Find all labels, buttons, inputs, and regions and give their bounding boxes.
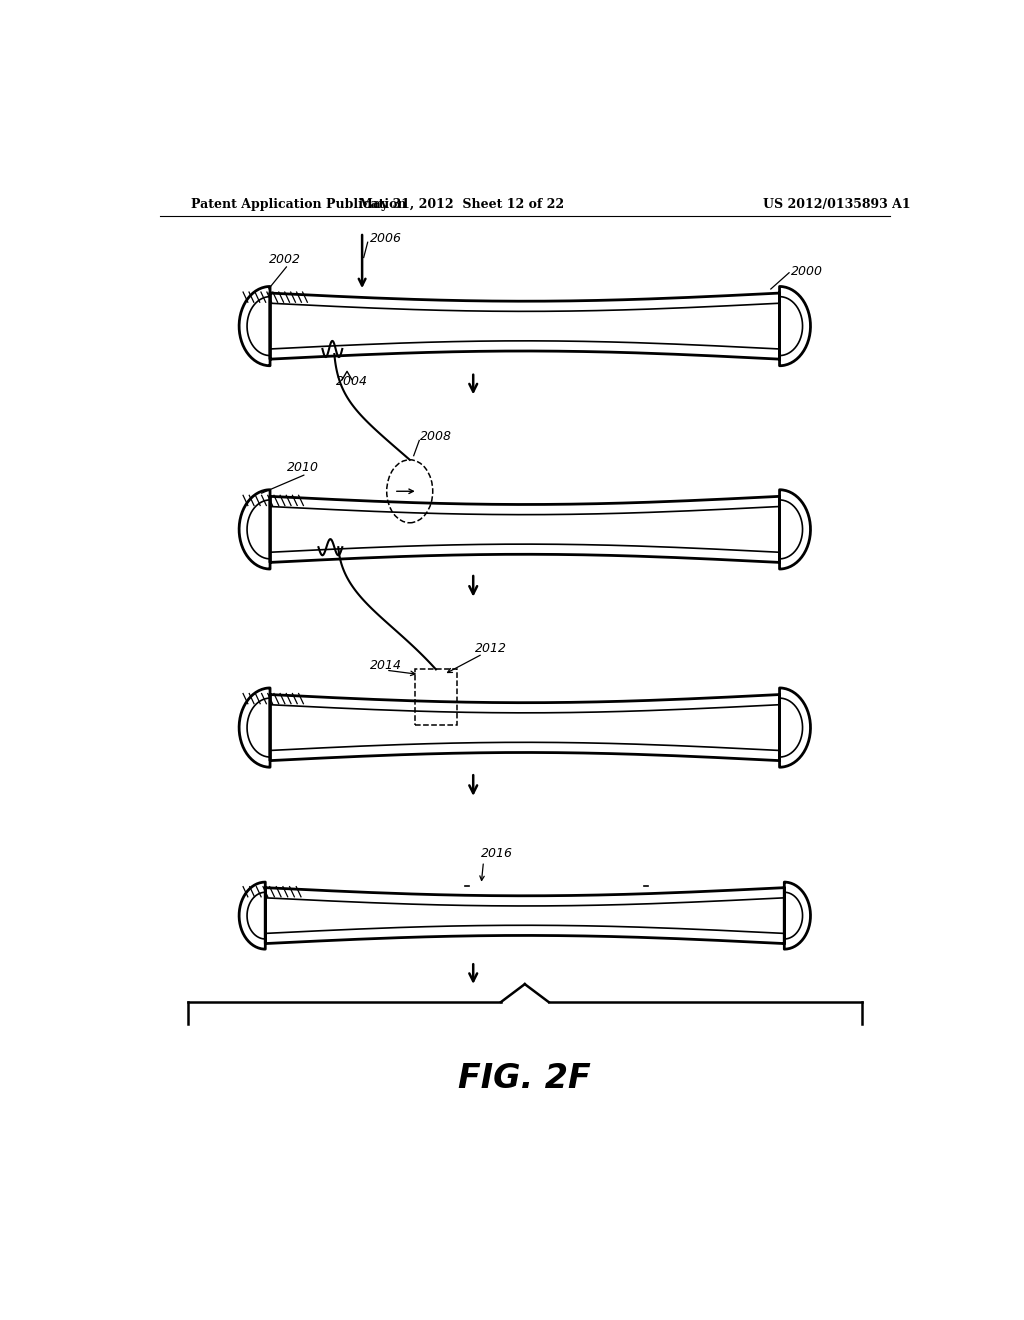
Text: Patent Application Publication: Patent Application Publication <box>191 198 407 211</box>
Text: 2014: 2014 <box>370 659 402 672</box>
Text: 2010: 2010 <box>287 461 318 474</box>
Text: 2016: 2016 <box>481 847 513 861</box>
Text: 2008: 2008 <box>420 430 452 444</box>
Text: 2006: 2006 <box>370 232 402 246</box>
Text: FIG. 2F: FIG. 2F <box>459 1061 591 1094</box>
Bar <box>416 669 457 725</box>
Text: May 31, 2012  Sheet 12 of 22: May 31, 2012 Sheet 12 of 22 <box>358 198 564 211</box>
Text: 2012: 2012 <box>475 642 507 655</box>
Text: 2004: 2004 <box>336 375 368 388</box>
Bar <box>473 879 640 892</box>
Text: 2000: 2000 <box>791 265 822 277</box>
Text: US 2012/0135893 A1: US 2012/0135893 A1 <box>763 198 910 211</box>
Text: 2002: 2002 <box>269 252 301 265</box>
